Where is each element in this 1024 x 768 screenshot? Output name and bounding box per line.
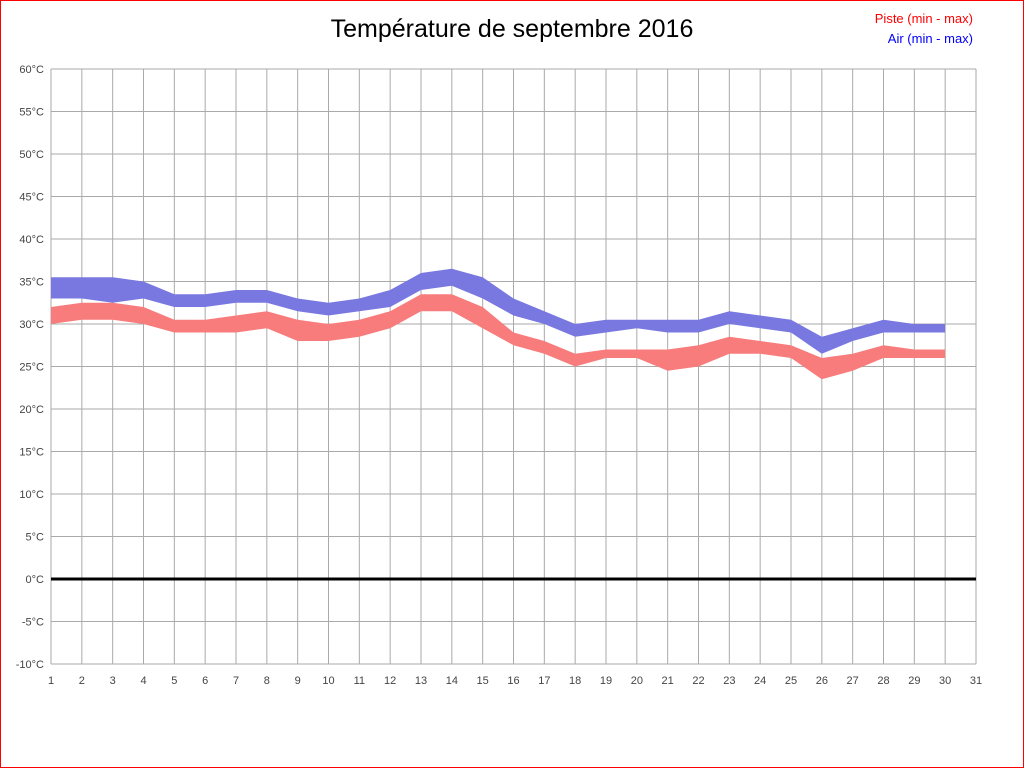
svg-text:8: 8: [264, 675, 270, 687]
svg-text:5: 5: [171, 675, 177, 687]
svg-text:40°C: 40°C: [19, 234, 44, 246]
svg-text:15: 15: [477, 675, 489, 687]
svg-text:10°C: 10°C: [19, 489, 44, 501]
svg-text:1: 1: [48, 675, 54, 687]
svg-text:50°C: 50°C: [19, 149, 44, 161]
svg-text:45°C: 45°C: [19, 192, 44, 204]
svg-text:7: 7: [233, 675, 239, 687]
svg-text:12: 12: [384, 675, 396, 687]
svg-text:19: 19: [600, 675, 612, 687]
svg-text:55°C: 55°C: [19, 107, 44, 119]
svg-text:15°C: 15°C: [19, 447, 44, 459]
svg-text:26: 26: [816, 675, 828, 687]
svg-text:4: 4: [140, 675, 146, 687]
svg-text:10: 10: [322, 675, 334, 687]
svg-text:0°C: 0°C: [26, 574, 45, 586]
svg-text:27: 27: [847, 675, 859, 687]
svg-text:14: 14: [446, 675, 458, 687]
svg-text:5°C: 5°C: [26, 532, 45, 544]
svg-text:13: 13: [415, 675, 427, 687]
svg-text:20°C: 20°C: [19, 404, 44, 416]
svg-text:16: 16: [507, 675, 519, 687]
legend-air-label: Air (min - max): [887, 31, 973, 46]
svg-text:25°C: 25°C: [19, 362, 44, 374]
svg-text:9: 9: [295, 675, 301, 687]
svg-text:3: 3: [110, 675, 116, 687]
legend-piste-label: Piste (min - max): [874, 11, 973, 26]
svg-text:23: 23: [723, 675, 735, 687]
svg-text:-5°C: -5°C: [22, 617, 44, 629]
svg-text:-10°C: -10°C: [16, 659, 44, 671]
svg-text:17: 17: [538, 675, 550, 687]
svg-text:22: 22: [692, 675, 704, 687]
svg-text:35°C: 35°C: [19, 277, 44, 289]
svg-text:24: 24: [754, 675, 766, 687]
svg-text:28: 28: [877, 675, 889, 687]
legend: Piste (min - max) Air (min - max): [875, 9, 973, 49]
svg-text:30°C: 30°C: [19, 319, 44, 331]
svg-text:6: 6: [202, 675, 208, 687]
svg-text:60°C: 60°C: [19, 64, 44, 76]
svg-text:2: 2: [79, 675, 85, 687]
svg-text:30: 30: [939, 675, 951, 687]
svg-text:25: 25: [785, 675, 797, 687]
svg-text:11: 11: [354, 675, 365, 687]
chart-title: Température de septembre 2016: [330, 15, 694, 43]
svg-text:29: 29: [908, 675, 920, 687]
svg-text:31: 31: [970, 675, 982, 687]
svg-text:21: 21: [662, 675, 674, 687]
svg-text:20: 20: [631, 675, 643, 687]
svg-text:18: 18: [569, 675, 581, 687]
